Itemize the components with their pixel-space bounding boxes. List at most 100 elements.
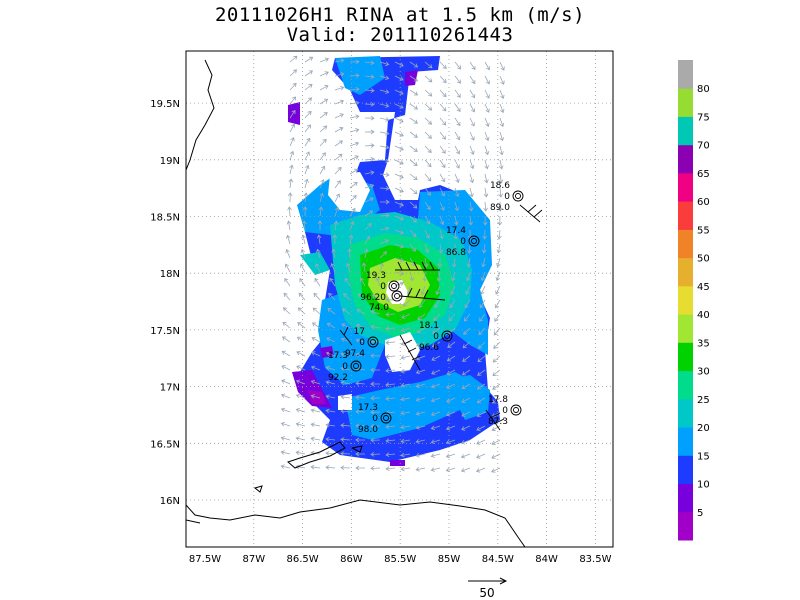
wind-vector — [349, 207, 356, 217]
colorbar-label: 40 — [697, 310, 710, 321]
wind-vector — [333, 220, 339, 231]
wind-vector — [319, 152, 326, 161]
wind-vector — [379, 131, 390, 136]
wind-vector — [424, 117, 433, 125]
wind-vector — [379, 158, 390, 164]
colorbar-swatch — [678, 342, 693, 372]
wind-vector — [334, 180, 341, 189]
wind-vector — [295, 436, 306, 441]
wind-vector — [364, 210, 374, 217]
wind-vector — [499, 117, 505, 128]
obs-bottom-value: 92.2 — [328, 373, 348, 383]
wind-vector — [379, 75, 390, 80]
wind-vector — [379, 117, 390, 122]
wind-vector — [349, 86, 360, 92]
wind-vector — [282, 307, 291, 315]
wind-vector — [355, 451, 365, 457]
wind-vector — [476, 453, 486, 459]
wind-vector — [355, 409, 366, 415]
wind-vector — [499, 61, 505, 71]
wind-vector — [424, 131, 432, 139]
wind-vector — [430, 467, 441, 472]
wind-vector — [364, 74, 375, 80]
colorbar-label: 35 — [697, 338, 710, 349]
lat-tick-label: 19.5N — [150, 99, 180, 110]
wind-vector — [476, 467, 486, 473]
wind-vector — [355, 381, 366, 386]
wind-vector — [424, 243, 430, 254]
wind-vector — [285, 249, 291, 259]
wind-vector — [295, 450, 306, 456]
wind-vector — [477, 369, 486, 376]
wind-vector — [311, 351, 321, 357]
wind-vector — [498, 173, 504, 184]
wind-vector — [499, 131, 504, 142]
wind-vector — [400, 396, 411, 402]
wind-vector — [439, 61, 447, 70]
wind-vector — [394, 271, 405, 276]
wind-vector — [304, 124, 311, 133]
plot-frame — [185, 50, 614, 548]
wind-vector — [289, 109, 296, 119]
colorbar-label: 15 — [697, 451, 710, 462]
obs-mid-value: 0 — [372, 414, 378, 424]
wind-vector — [416, 341, 426, 347]
wind-vector — [385, 340, 396, 345]
wind-vector — [433, 313, 441, 321]
lon-tick-label: 86.5W — [287, 554, 319, 565]
wind-vector — [430, 439, 441, 444]
colorbar-swatch — [678, 229, 693, 259]
wind-vector — [281, 379, 291, 385]
wind-vector — [304, 83, 313, 91]
wind-vector — [394, 215, 404, 221]
wind-vector — [311, 336, 321, 343]
wind-vector — [357, 293, 366, 301]
wind-vector — [400, 466, 411, 472]
wind-vector — [445, 453, 456, 459]
obs-bottom-value: 97.4 — [345, 349, 365, 359]
wind-vector — [463, 327, 471, 335]
wind-vector — [340, 394, 351, 400]
wind-vector — [385, 452, 396, 457]
wind-vector — [372, 294, 381, 301]
wind-vector — [439, 103, 447, 112]
wind-vector — [370, 451, 381, 457]
wind-vector — [282, 336, 291, 343]
wind-vector — [379, 213, 390, 218]
wind-vector — [424, 159, 432, 168]
wind-vector — [402, 299, 411, 307]
wind-vector — [454, 215, 459, 226]
wind-vector — [304, 56, 314, 63]
obs-top-value: 17.3 — [328, 351, 348, 361]
colorbar-swatch — [678, 88, 693, 117]
wind-vector — [304, 178, 309, 189]
wind-vector — [297, 322, 306, 329]
wind-vector — [394, 201, 404, 207]
wind-vector — [491, 439, 501, 445]
wind-vector — [394, 145, 404, 151]
wind-vector — [446, 397, 456, 403]
wind-vector — [326, 322, 336, 329]
wind-vector — [295, 422, 306, 427]
wind-vector — [454, 61, 462, 70]
wind-vector — [289, 55, 298, 63]
obs-bottom-value: 96.6 — [419, 343, 439, 353]
wind-vector — [334, 193, 340, 203]
wind-vector — [484, 131, 490, 142]
wind-vector — [355, 323, 366, 329]
wind-vector — [439, 201, 445, 211]
wind-vector — [364, 129, 375, 135]
wind-vector — [499, 103, 505, 114]
obs-top-value: 17.4 — [446, 226, 466, 236]
wind-vector — [478, 327, 486, 336]
wind-vector — [452, 243, 458, 254]
wind-vector — [385, 368, 396, 373]
wind-vector — [469, 131, 475, 141]
wind-vector — [409, 159, 418, 166]
wind-vector — [419, 299, 426, 308]
wind-vector — [303, 192, 309, 203]
wind-vector — [364, 143, 375, 148]
wind-vector — [394, 243, 405, 249]
